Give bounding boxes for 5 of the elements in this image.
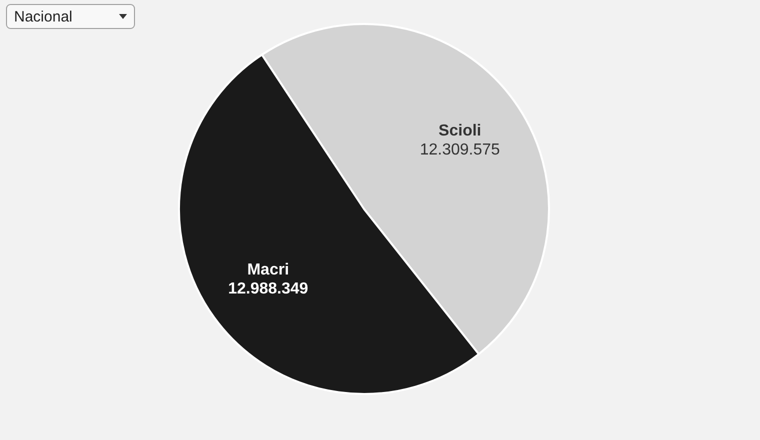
slice-label: Macri — [247, 261, 290, 278]
dropdown: Nacional — [6, 4, 135, 29]
slice-label: Scioli — [438, 122, 482, 140]
data-label: 12.988.349 — [228, 280, 308, 298]
data-label: 12.309.575 — [420, 142, 500, 159]
